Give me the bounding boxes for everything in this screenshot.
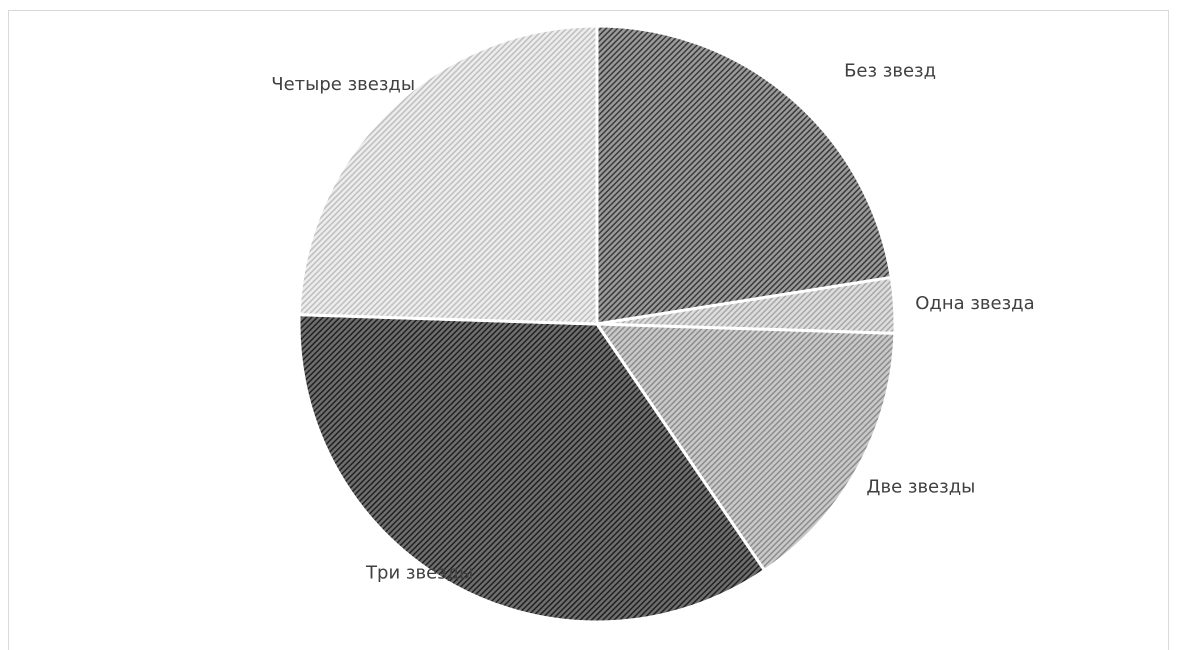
pie-label-chetyre-zvezdy: Четыре звезды [271, 74, 415, 95]
pie-label-bez-zvezd: Без звезд [844, 61, 936, 82]
pie-slice-tri-zvezdy [297, 313, 767, 624]
pie-slice-chetyre-zvezdy [297, 24, 599, 326]
pie-slice-bez-zvezd [595, 24, 894, 326]
pie-label-odna-zvezda: Одна звезда [915, 293, 1034, 314]
pie-labels: Без звезд Одна звезда Две звезды Три звезды… [271, 61, 1034, 584]
pie-slices [297, 24, 897, 624]
pie-label-tri-zvezdy: Три звезды [365, 562, 473, 583]
pie-slice-dve-zvezdy [594, 322, 897, 573]
pie-label-dve-zvezdy: Две звезды [866, 477, 975, 498]
